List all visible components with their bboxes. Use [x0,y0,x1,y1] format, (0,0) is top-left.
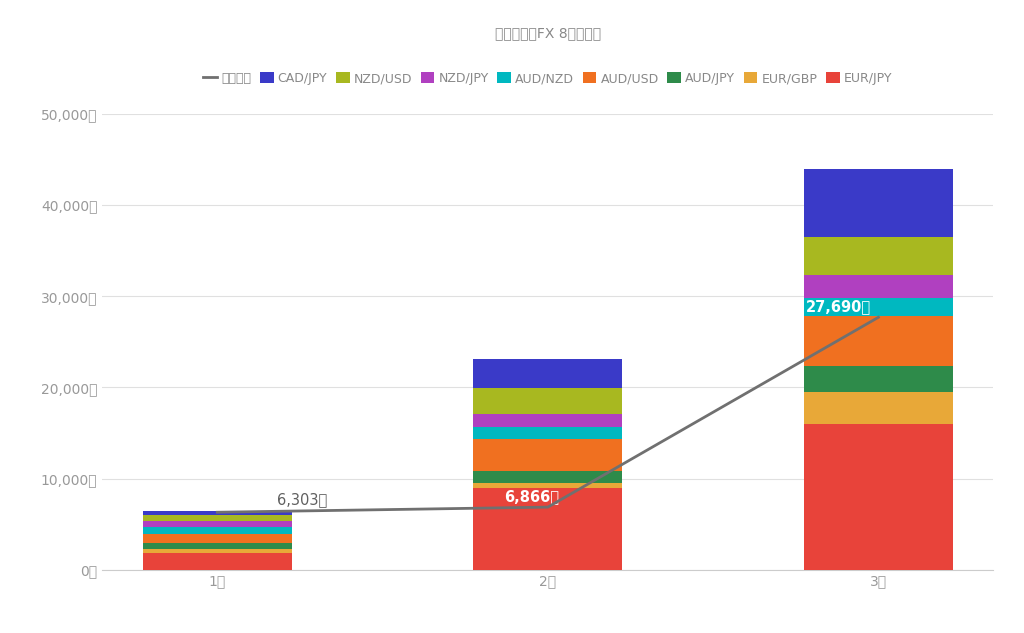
Bar [473,439,623,471]
Bar [804,275,952,298]
Text: 6,303円: 6,303円 [276,492,327,507]
Bar [804,168,952,237]
Legend: 現実利益, CAD/JPY, NZD/USD, NZD/JPY, AUD/NZD, AUD/USD, AUD/JPY, EUR/GBP, EUR/JPY: 現実利益, CAD/JPY, NZD/USD, NZD/JPY, AUD/NZD… [198,66,898,91]
Text: 27,690円: 27,690円 [806,299,871,315]
Bar [473,427,623,439]
Bar [804,392,952,424]
Bar [804,424,952,570]
Bar [143,511,292,515]
Bar [473,359,623,388]
Bar [473,388,623,414]
Bar [143,522,292,527]
Bar [804,298,952,316]
Bar [473,471,623,483]
Bar [143,527,292,534]
Bar [143,543,292,549]
Bar [143,534,292,543]
Title: トライオーFX 8通貨投賄: トライオーFX 8通貨投賄 [495,27,601,41]
Bar [804,237,952,275]
Bar [143,553,292,570]
Bar [804,316,952,367]
Bar [473,414,623,427]
Bar [473,487,623,570]
Bar [143,549,292,553]
Bar [804,367,952,392]
Bar [143,515,292,522]
Text: 6,866円: 6,866円 [504,489,559,505]
Bar [473,483,623,487]
